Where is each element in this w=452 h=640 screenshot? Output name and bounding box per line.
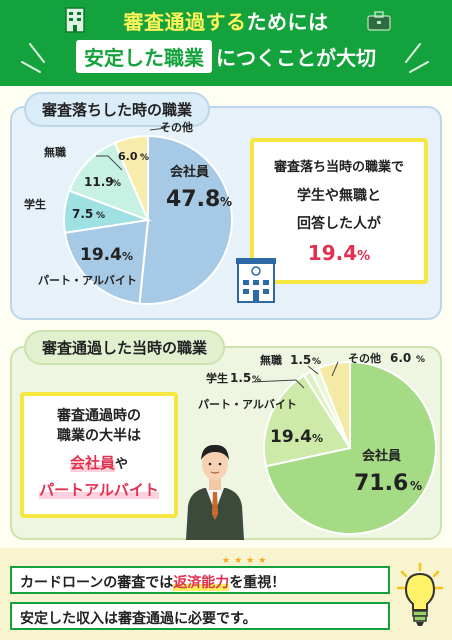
footer-line1-accent: 返済能力	[173, 575, 230, 591]
callout1-line1: 審査落ち当時の職業で	[273, 160, 404, 175]
lightbulb-icon	[396, 562, 444, 626]
footer-line2: 安定した収入は審査通過に必要です。	[10, 602, 390, 630]
title-line1-rest: ためには	[246, 10, 329, 34]
callout2-hl2: パートアルバイト	[39, 481, 159, 499]
callout1-line2: 学生や無職と	[297, 188, 381, 204]
footer-line1-post: を重視！	[229, 575, 286, 591]
header-rays	[21, 43, 429, 73]
office-building-icon	[236, 258, 276, 303]
section2-callout: 審査通過時の 職業の大半は 会社員や パートアルバイト	[20, 392, 178, 518]
callout1-value-wrap: 19.4%	[254, 241, 424, 265]
title-box: 安定した職業	[76, 40, 212, 73]
callout2-line4: パートアルバイト	[24, 479, 174, 500]
footer-line1-pre: カードローンの審査では	[20, 575, 174, 591]
briefcase-icon	[367, 11, 391, 31]
callout1-value: 19.4	[307, 241, 358, 265]
callout2-line3: 会社員や	[24, 452, 174, 473]
building-icon	[65, 7, 85, 33]
title-line1: 審査通過するためには	[0, 6, 452, 35]
section1-callout: 審査落ち当時の職業で 学生や無職と 回答した人が 19.4%	[250, 138, 428, 284]
section2-title: 審査通過した当時の職業	[24, 330, 226, 365]
businessman-illustration	[186, 444, 244, 540]
callout2-suffix1: や	[115, 457, 129, 472]
callout1-line3: 回答した人が	[297, 216, 381, 232]
section1-title: 審査落ちした時の職業	[24, 92, 211, 127]
header-banner: 審査通過するためには 安定した職業 につくことが大切	[0, 0, 452, 86]
title-highlight: 審査通過する	[123, 10, 247, 34]
decoration-dots: ★★★★	[222, 556, 271, 566]
callout2-line2: 職業の大半は	[57, 428, 141, 444]
callout2-hl1: 会社員	[69, 454, 115, 472]
title-line2-rest: につくことが大切	[216, 46, 376, 70]
title-line2: 安定した職業 につくことが大切	[0, 40, 452, 73]
callout1-unit: %	[357, 249, 371, 264]
footer-line1: カードローンの審査では返済能力を重視！	[10, 566, 390, 594]
callout2-line1: 審査通過時の	[57, 408, 141, 424]
